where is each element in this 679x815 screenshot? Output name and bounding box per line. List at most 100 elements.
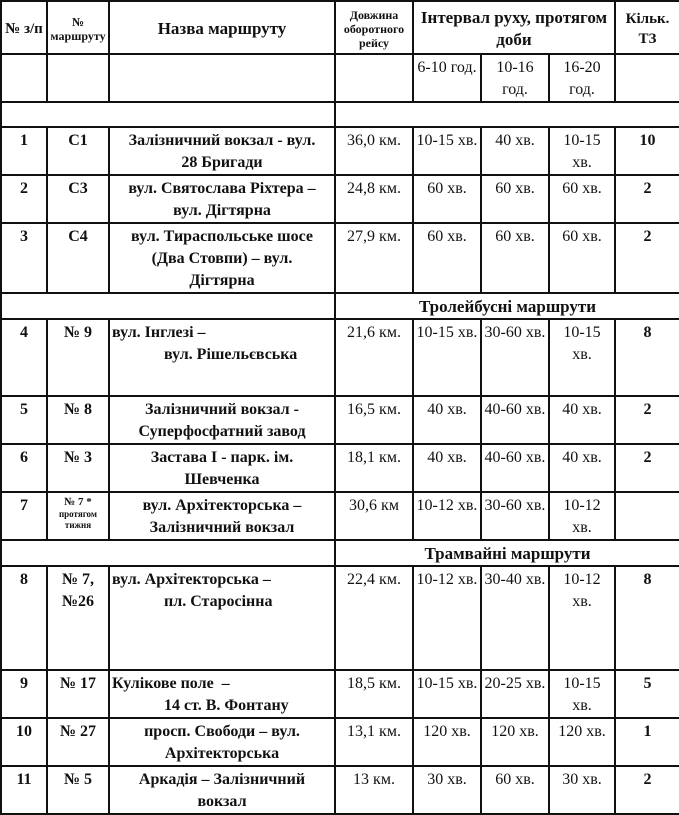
table-row: 9 № 17 Кулікове поле – 14 ст. В. Фонтану 18… — [0, 669, 679, 719]
table-row: 10 № 27 просп. Свободи – вул. Архітекторсь… — [0, 717, 679, 767]
interval-10-16: 40 хв. — [480, 126, 550, 176]
section-title: Трамвайні маршрути — [333, 539, 679, 567]
interval-10-16: 30-40 хв. — [480, 565, 550, 671]
route-number-text: № 7 * — [64, 496, 92, 508]
route-number-text: № 8 — [63, 401, 93, 418]
route-name: вул. Святослава Ріхтера – вул. Дігтярна — [108, 174, 336, 224]
route-length: 30,6 км — [334, 491, 414, 541]
route-number: № 17 — [46, 669, 110, 719]
vehicle-count: 2 — [614, 765, 679, 815]
interval-10-16: 60 хв. — [480, 174, 550, 224]
route-length: 13 км. — [334, 765, 414, 815]
interval-16-20: 40 хв. — [547, 443, 617, 493]
route-note: протягом тижня — [58, 509, 98, 530]
route-number-text: № 5 — [63, 771, 93, 788]
route-name: Кулікове поле – 14 ст. В. Фонтану — [108, 669, 336, 719]
vehicle-count: 1 — [614, 717, 679, 767]
route-name: вул. Тираспольське шосе (Два Стовпи) – в… — [108, 222, 336, 294]
vehicle-count: 2 — [614, 174, 679, 224]
interval-6-10: 60 хв. — [412, 222, 482, 294]
section-title: Тролейбусні маршрути — [333, 292, 679, 320]
table-row: 6 № 3 Застава І - парк. ім. Шевченка 18,1 к… — [0, 443, 679, 493]
period-3: 16-20 год. — [547, 53, 617, 103]
empty-cell — [0, 539, 336, 567]
interval-16-20: 120 хв. — [547, 717, 617, 767]
vehicle-count: 2 — [614, 395, 679, 445]
header-name: Назва маршруту — [108, 0, 336, 55]
interval-10-16: 30-60 хв. — [480, 491, 550, 541]
interval-16-20: 60 хв. — [547, 222, 617, 294]
vehicle-count: 10 — [614, 126, 679, 176]
empty-cell — [0, 101, 336, 128]
interval-10-16: 120 хв. — [480, 717, 550, 767]
header-num: № з/п — [0, 0, 48, 55]
table-row: 11 № 5 Аркадія – Залізничний вокзал 13 км. 3… — [0, 765, 679, 815]
route-name: Аркадія – Залізничний вокзал — [108, 765, 336, 815]
interval-10-16: 60 хв. — [480, 222, 550, 294]
route-name: просп. Свободи – вул. Архітекторська — [108, 717, 336, 767]
route-number: С4 — [46, 222, 110, 294]
interval-10-16: 20-25 хв. — [480, 669, 550, 719]
table-row: 5 № 8 Залізничний вокзал - Суперфосфатний … — [0, 395, 679, 445]
row-number: 10 — [0, 717, 48, 767]
vehicle-count: 8 — [614, 318, 679, 397]
section-row-trolleybus: Тролейбусні маршрути — [0, 292, 679, 320]
route-number-text: № 27 — [59, 723, 97, 740]
route-number-text: № 17 — [59, 675, 97, 692]
interval-16-20: 10-15 хв. — [547, 669, 617, 719]
blank-row — [0, 101, 679, 128]
interval-16-20: 10-15 хв. — [547, 318, 617, 397]
interval-16-20: 10-12 хв. — [547, 565, 617, 671]
interval-6-10: 120 хв. — [412, 717, 482, 767]
interval-6-10: 10-12 хв. — [412, 491, 482, 541]
route-number: № 5 — [46, 765, 110, 815]
route-length: 21,6 км. — [334, 318, 414, 397]
interval-10-16: 60 хв. — [480, 765, 550, 815]
empty-cell — [614, 53, 679, 103]
route-number: № 3 — [46, 443, 110, 493]
table-row: 1 С1 Залізничний вокзал - вул. 28 Бригади 3… — [0, 126, 679, 176]
period-1: 6-10 год. — [412, 53, 482, 103]
route-number: № 7, №26 — [46, 565, 110, 671]
interval-6-10: 40 хв. — [412, 443, 482, 493]
interval-6-10: 30 хв. — [412, 765, 482, 815]
empty-cell — [108, 53, 336, 103]
route-length: 13,1 км. — [334, 717, 414, 767]
route-number: С3 — [46, 174, 110, 224]
route-number-text: № 7, №26 — [61, 571, 95, 610]
interval-16-20: 10-12 хв. — [547, 491, 617, 541]
interval-6-10: 10-15 хв. — [412, 318, 482, 397]
vehicle-count: 2 — [614, 443, 679, 493]
header-route-no: № маршруту — [46, 0, 110, 55]
empty-cell — [334, 53, 414, 103]
route-number: С1 — [46, 126, 110, 176]
route-length: 27,9 км. — [334, 222, 414, 294]
header-interval: Інтервал руху, протягом доби — [411, 0, 617, 55]
interval-16-20: 10-15 хв. — [547, 126, 617, 176]
route-number: № 8 — [46, 395, 110, 445]
empty-cell — [333, 101, 679, 128]
row-number: 8 — [0, 565, 48, 671]
header-count: Кільк. ТЗ — [614, 0, 679, 55]
route-number-text: С3 — [68, 180, 88, 197]
route-length: 18,1 км. — [334, 443, 414, 493]
route-name: Залізничний вокзал - Суперфосфатний заво… — [108, 395, 336, 445]
header-length: Довжина оборотного рейсу — [334, 0, 414, 55]
interval-10-16: 40-60 хв. — [480, 443, 550, 493]
route-name: вул. Архітекторська – пл. Старосінна — [108, 565, 336, 671]
row-number: 4 — [0, 318, 48, 397]
interval-16-20: 40 хв. — [547, 395, 617, 445]
table-row: 4 № 9 вул. Інглезі – вул. Рішельєвська 21,6… — [0, 318, 679, 397]
row-number: 3 — [0, 222, 48, 294]
interval-6-10: 60 хв. — [412, 174, 482, 224]
route-length: 22,4 км. — [334, 565, 414, 671]
vehicle-count: 2 — [614, 222, 679, 294]
route-length: 16,5 км. — [334, 395, 414, 445]
row-number: 5 — [0, 395, 48, 445]
row-number: 9 — [0, 669, 48, 719]
route-number: № 27 — [46, 717, 110, 767]
interval-10-16: 30-60 хв. — [480, 318, 550, 397]
route-length: 24,8 км. — [334, 174, 414, 224]
route-number-text: С1 — [68, 132, 88, 149]
